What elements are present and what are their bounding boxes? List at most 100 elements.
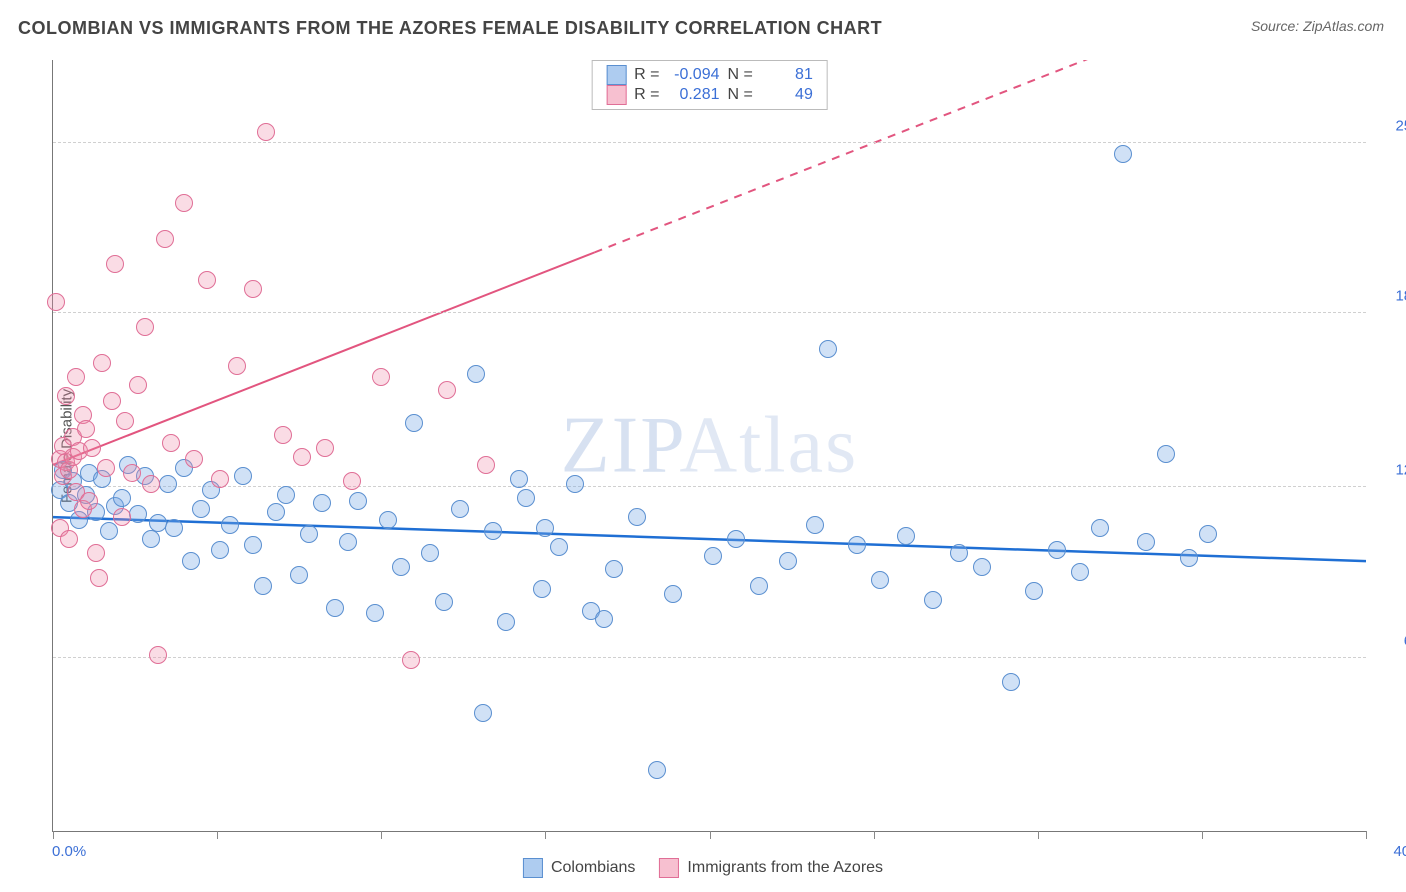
- gridline: [53, 657, 1366, 658]
- data-point-colombians: [211, 541, 229, 559]
- data-point-colombians: [950, 544, 968, 562]
- data-point-colombians: [339, 533, 357, 551]
- data-point-colombians: [510, 470, 528, 488]
- data-point-colombians: [474, 704, 492, 722]
- stats-box: R = -0.094 N = 81 R = 0.281 N = 49: [591, 60, 828, 110]
- data-point-colombians: [165, 519, 183, 537]
- data-point-colombians: [897, 527, 915, 545]
- stat-label: R =: [634, 86, 659, 104]
- data-point-colombians: [1091, 519, 1109, 537]
- chart-title: COLOMBIAN VS IMMIGRANTS FROM THE AZORES …: [18, 18, 882, 38]
- data-point-colombians: [605, 560, 623, 578]
- data-point-azores: [60, 530, 78, 548]
- data-point-colombians: [290, 566, 308, 584]
- data-point-colombians: [750, 577, 768, 595]
- stat-value: 0.281: [668, 86, 720, 104]
- data-point-colombians: [451, 500, 469, 518]
- data-point-azores: [162, 434, 180, 452]
- watermark: ZIPAtlas: [561, 400, 859, 491]
- data-point-azores: [106, 255, 124, 273]
- data-point-colombians: [1137, 533, 1155, 551]
- x-tick: [53, 831, 54, 839]
- data-point-colombians: [664, 585, 682, 603]
- data-point-azores: [274, 426, 292, 444]
- data-point-colombians: [848, 536, 866, 554]
- x-tick: [381, 831, 382, 839]
- data-point-colombians: [405, 414, 423, 432]
- data-point-colombians: [100, 522, 118, 540]
- data-point-colombians: [924, 591, 942, 609]
- data-point-azores: [116, 412, 134, 430]
- data-point-colombians: [871, 571, 889, 589]
- stats-row: R = -0.094 N = 81: [606, 65, 813, 85]
- data-point-azores: [343, 472, 361, 490]
- data-point-colombians: [973, 558, 991, 576]
- data-point-colombians: [1157, 445, 1175, 463]
- data-point-colombians: [1048, 541, 1066, 559]
- data-point-azores: [93, 354, 111, 372]
- legend: Colombians Immigrants from the Azores: [523, 858, 883, 878]
- data-point-azores: [228, 357, 246, 375]
- data-point-azores: [113, 508, 131, 526]
- gridline: [53, 312, 1366, 313]
- x-tick: [710, 831, 711, 839]
- y-tick-label: 25.0%: [1378, 117, 1406, 134]
- x-tick: [545, 831, 546, 839]
- y-tick-label: 6.3%: [1378, 632, 1406, 649]
- data-point-colombians: [221, 516, 239, 534]
- data-point-colombians: [129, 505, 147, 523]
- data-point-colombians: [159, 475, 177, 493]
- data-point-colombians: [497, 613, 515, 631]
- data-point-azores: [293, 448, 311, 466]
- legend-item: Colombians: [523, 858, 635, 878]
- data-point-colombians: [704, 547, 722, 565]
- data-point-colombians: [517, 489, 535, 507]
- data-point-colombians: [484, 522, 502, 540]
- data-point-colombians: [1025, 582, 1043, 600]
- data-point-colombians: [467, 365, 485, 383]
- gridline: [53, 142, 1366, 143]
- data-point-azores: [97, 459, 115, 477]
- x-tick: [1366, 831, 1367, 839]
- stat-value: -0.094: [668, 66, 720, 84]
- data-point-azores: [83, 439, 101, 457]
- data-point-colombians: [254, 577, 272, 595]
- trend-line-azores: [53, 252, 595, 464]
- x-axis-max-label: 40.0%: [1376, 843, 1406, 860]
- x-axis-min-label: 0.0%: [52, 843, 86, 860]
- data-point-azores: [316, 439, 334, 457]
- data-point-colombians: [1114, 145, 1132, 163]
- data-point-azores: [156, 230, 174, 248]
- data-point-colombians: [1199, 525, 1217, 543]
- data-point-colombians: [1071, 563, 1089, 581]
- data-point-colombians: [550, 538, 568, 556]
- data-point-colombians: [1002, 673, 1020, 691]
- data-point-colombians: [819, 340, 837, 358]
- data-point-azores: [80, 492, 98, 510]
- data-point-colombians: [421, 544, 439, 562]
- data-point-azores: [136, 318, 154, 336]
- data-point-azores: [90, 569, 108, 587]
- data-point-colombians: [779, 552, 797, 570]
- data-point-colombians: [366, 604, 384, 622]
- data-point-azores: [87, 544, 105, 562]
- legend-item: Immigrants from the Azores: [659, 858, 883, 878]
- data-point-colombians: [595, 610, 613, 628]
- data-point-azores: [211, 470, 229, 488]
- data-point-colombians: [313, 494, 331, 512]
- data-point-colombians: [379, 511, 397, 529]
- data-point-azores: [372, 368, 390, 386]
- data-point-azores: [477, 456, 495, 474]
- legend-label: Colombians: [551, 859, 635, 877]
- data-point-colombians: [300, 525, 318, 543]
- data-point-colombians: [326, 599, 344, 617]
- data-point-colombians: [533, 580, 551, 598]
- x-tick: [874, 831, 875, 839]
- data-point-colombians: [182, 552, 200, 570]
- data-point-azores: [175, 194, 193, 212]
- swatch-colombians-icon: [606, 65, 626, 85]
- data-point-colombians: [142, 530, 160, 548]
- data-point-colombians: [113, 489, 131, 507]
- data-point-azores: [67, 368, 85, 386]
- data-point-azores: [185, 450, 203, 468]
